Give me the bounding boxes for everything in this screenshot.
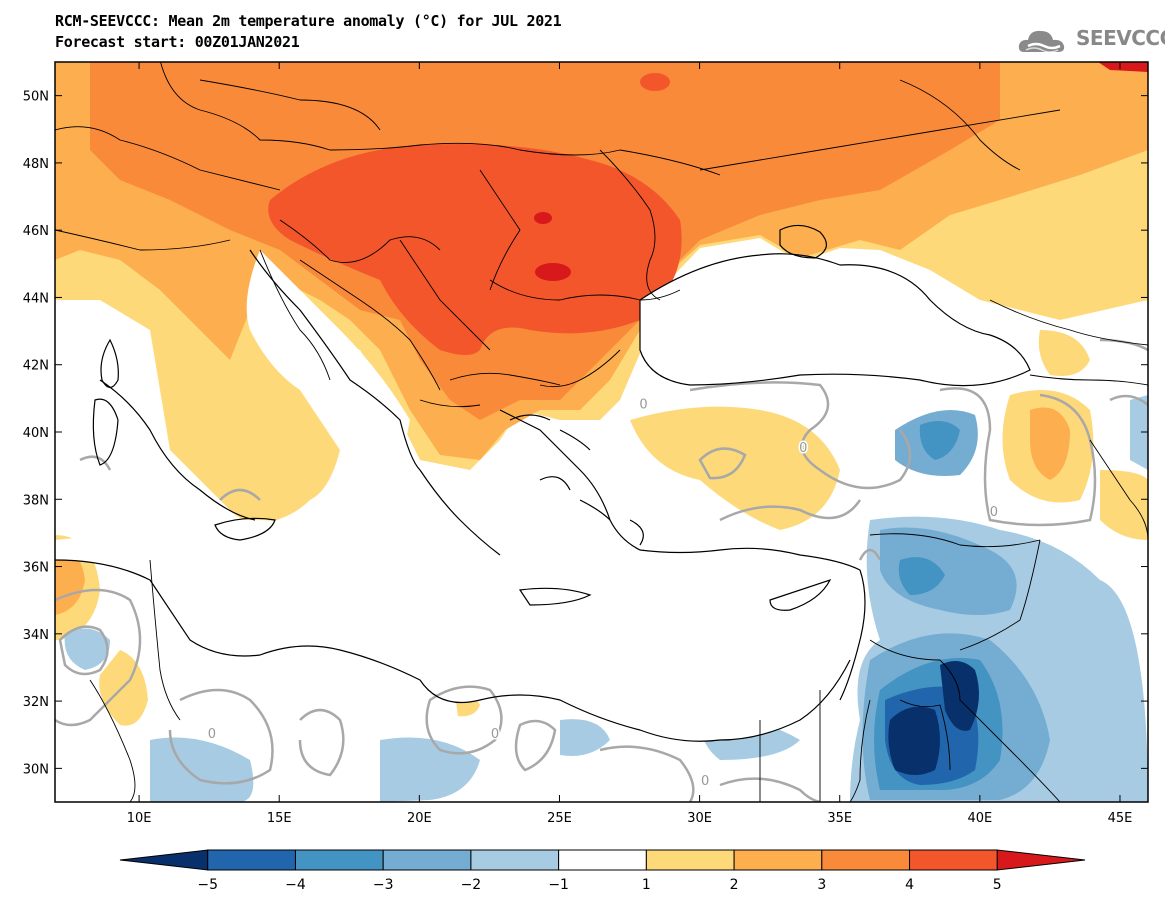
- contour-labels: 0 0 0 0 0 0: [206, 396, 999, 791]
- colorbar-high-extend: [996, 849, 1086, 871]
- borders: [55, 62, 1148, 802]
- forecast-start-subtitle: Forecast start: 00Z01JAN2021: [55, 33, 300, 51]
- colorbar-label: −1: [548, 877, 569, 893]
- colorbar-label: 2: [730, 877, 739, 893]
- lon-tick-label: 40E: [967, 811, 992, 826]
- colorbar-label: 3: [817, 877, 826, 893]
- colorbar-label: 5: [993, 877, 1002, 893]
- colorbar-label: −2: [461, 877, 482, 893]
- contour-value-label: 0: [491, 727, 499, 742]
- colorbar-segment: [733, 849, 823, 871]
- axis-ticks: 10E 15E 20E 25E 30E 35E 40E 45E 30N 32N 34N 36N 38N 4…: [23, 62, 1148, 826]
- colorbar-segment: [645, 849, 735, 871]
- colorbar-segment: [294, 849, 384, 871]
- colorbar-label: 1: [642, 877, 651, 893]
- zero-contours: [55, 338, 1148, 802]
- contour-value-label: 0: [799, 441, 807, 456]
- coastlines: [55, 224, 1031, 742]
- colorbar-label: −4: [285, 877, 306, 893]
- lat-tick-label: 30N: [23, 762, 49, 777]
- colorbar-label: −3: [373, 877, 394, 893]
- sea-mask: [55, 250, 1030, 742]
- lon-tick-label: 20E: [407, 811, 432, 826]
- lon-tick-label: 10E: [127, 811, 152, 826]
- colorbar-segment: [382, 849, 472, 871]
- lat-tick-label: 36N: [23, 561, 49, 576]
- lon-tick-label: 35E: [827, 811, 852, 826]
- contour-value-label: 0: [701, 774, 709, 789]
- colorbar-segment: [558, 849, 647, 871]
- lat-tick-label: 34N: [23, 628, 49, 643]
- colorbar-segment: [821, 849, 911, 871]
- contour-value-label: 0: [639, 397, 647, 412]
- colorbar-low-extend: [119, 849, 209, 871]
- colorbar-segment: [207, 849, 296, 871]
- lat-tick-label: 46N: [23, 224, 49, 239]
- lon-tick-label: 25E: [547, 811, 572, 826]
- contour-value-label: 0: [208, 727, 216, 742]
- map-plot-area: [55, 62, 1148, 802]
- colorbar-segment: [909, 849, 998, 871]
- colorbar-segment: [470, 849, 560, 871]
- lat-tick-label: 32N: [23, 695, 49, 710]
- contour-value-label: 0: [990, 505, 998, 520]
- lat-tick-label: 48N: [23, 157, 49, 172]
- seevccc-cloud-logo-icon: [1018, 30, 1065, 53]
- lon-tick-label: 45E: [1108, 811, 1133, 826]
- lat-tick-label: 44N: [23, 291, 49, 306]
- lat-tick-label: 50N: [23, 90, 49, 105]
- lat-tick-label: 40N: [23, 426, 49, 441]
- colorbar: −5 −4 −3 −2 −1 1 2 3 4 5: [119, 849, 1086, 893]
- lon-tick-label: 15E: [267, 811, 292, 826]
- logo-text: SEEVCCC: [1076, 26, 1165, 50]
- colorbar-label: 4: [905, 877, 914, 893]
- lat-tick-label: 42N: [23, 359, 49, 374]
- map-title: RCM-SEEVCCC: Mean 2m temperature anomaly…: [55, 12, 562, 30]
- lat-tick-label: 38N: [23, 493, 49, 508]
- lon-tick-label: 30E: [687, 811, 712, 826]
- colorbar-label: −5: [197, 877, 218, 893]
